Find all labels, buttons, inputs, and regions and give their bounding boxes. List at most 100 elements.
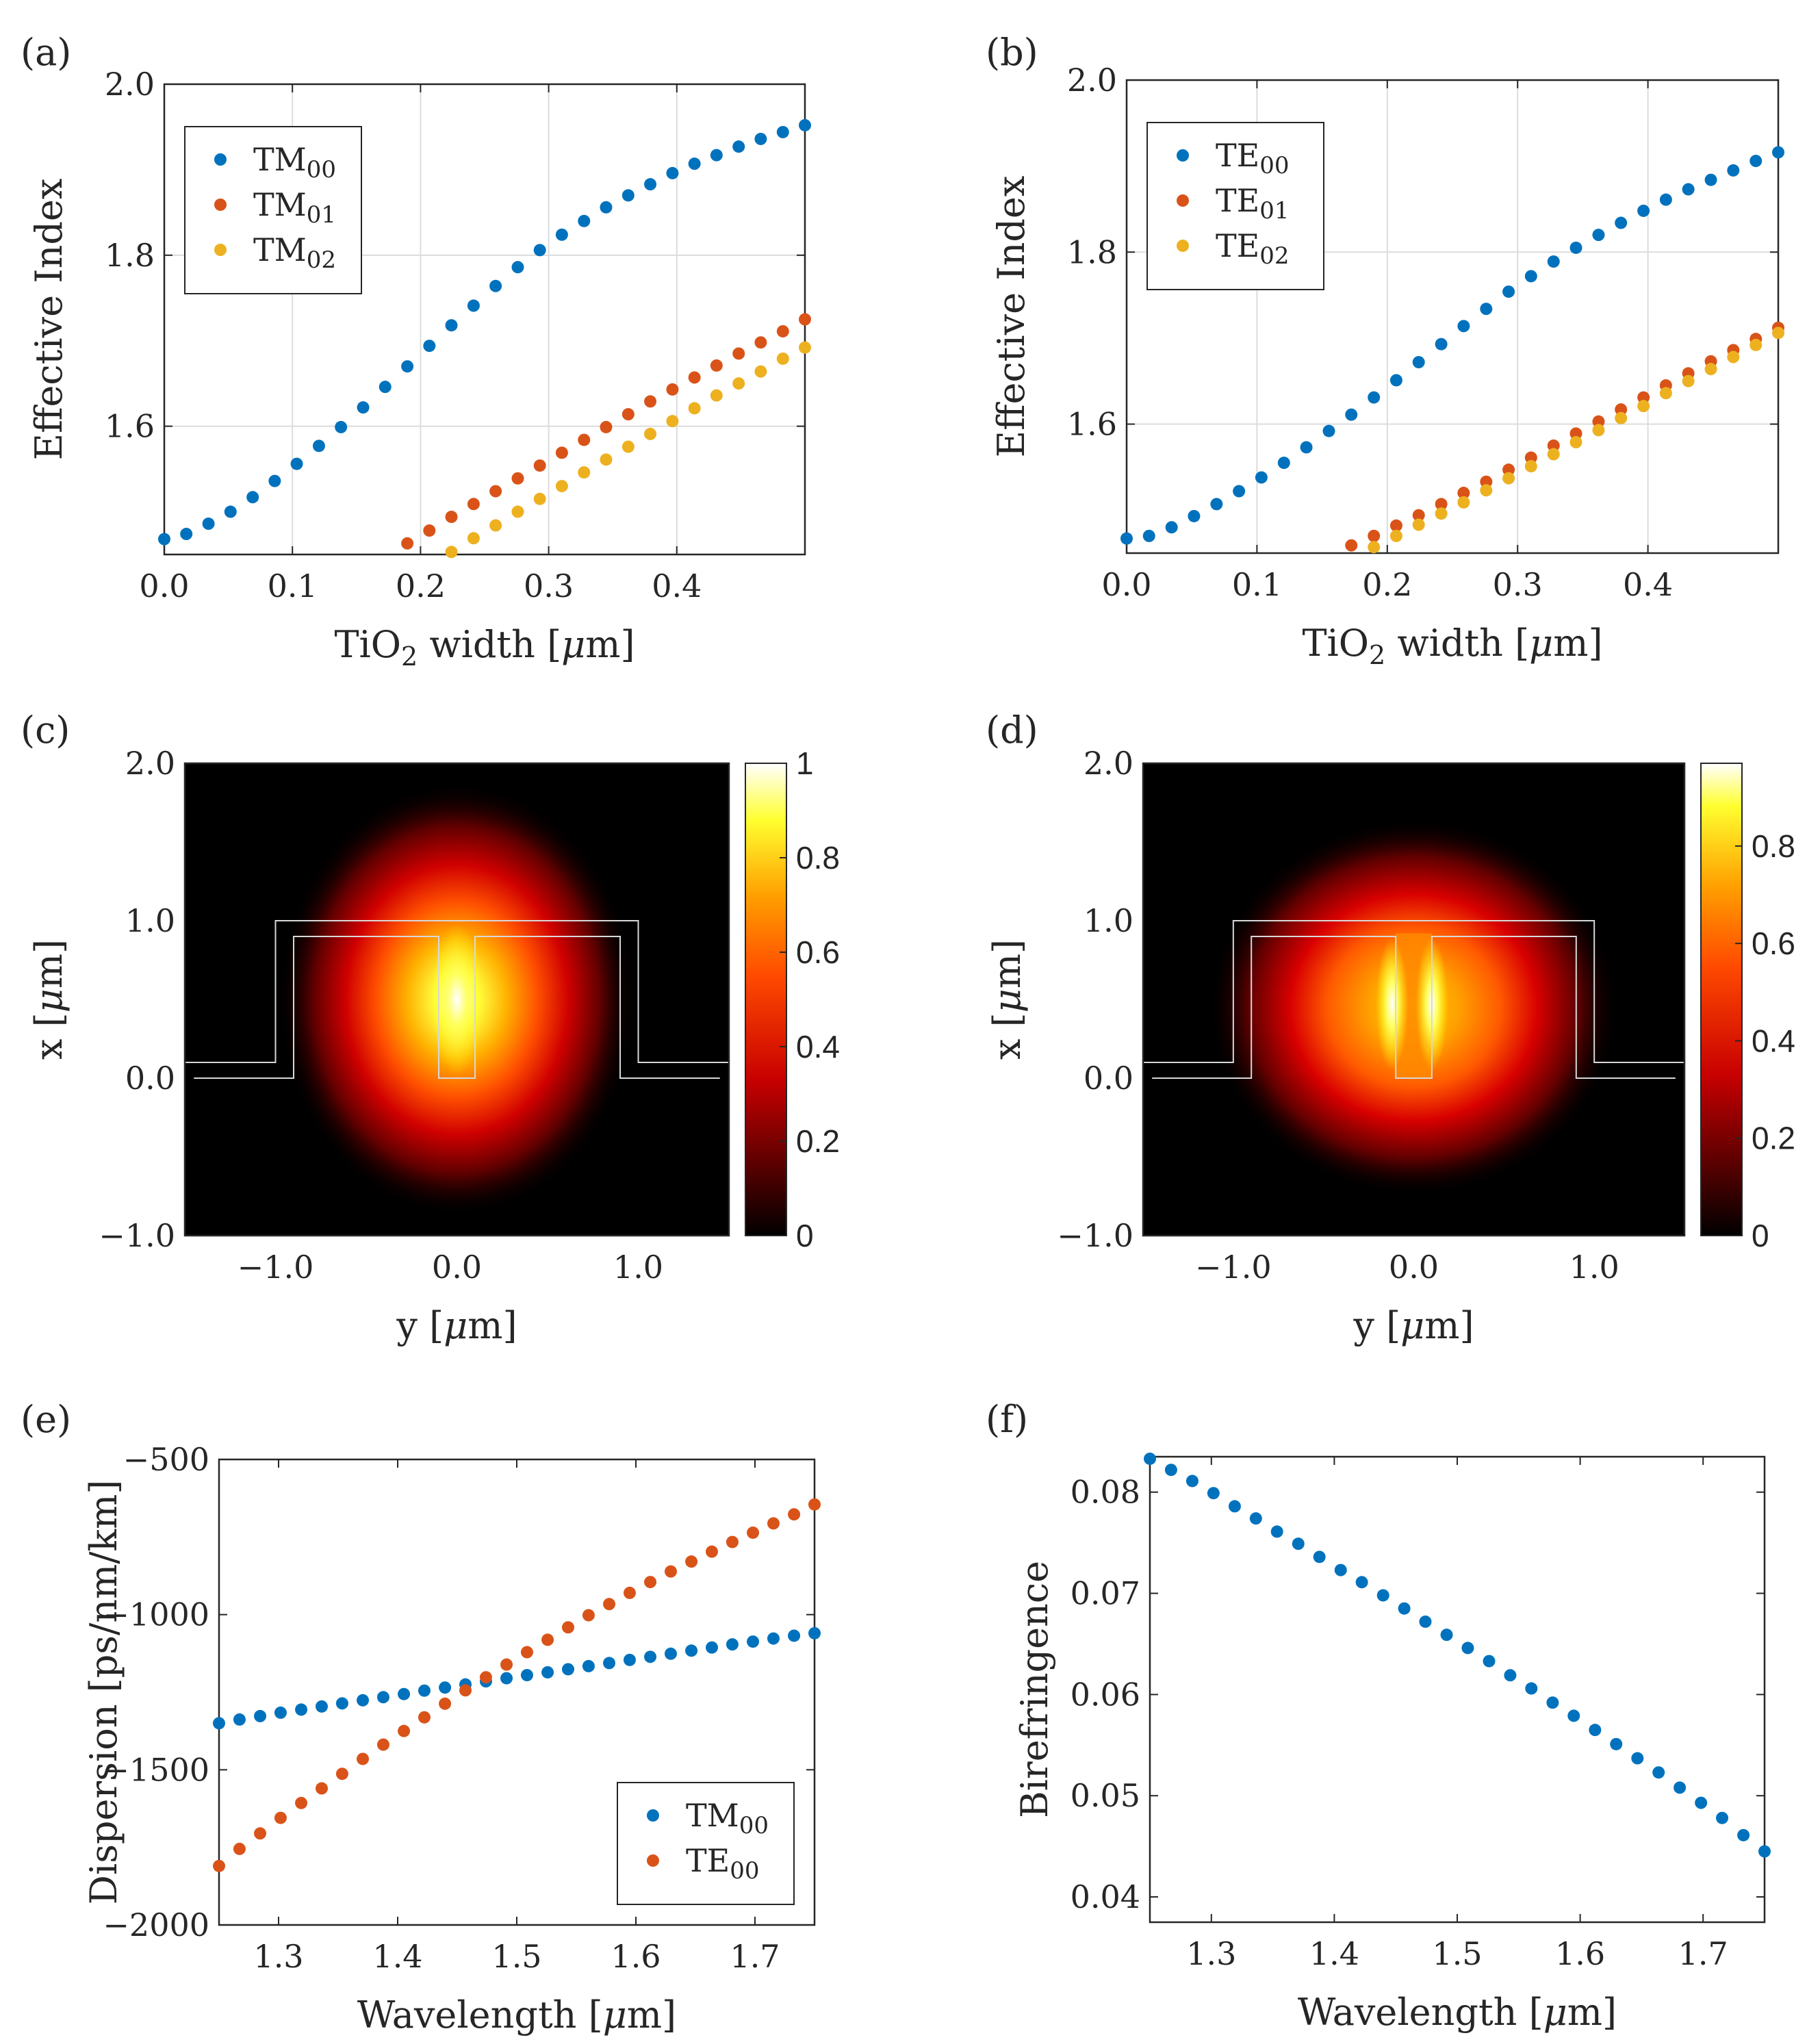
data-point [808,1498,821,1511]
data-point [623,1586,636,1599]
data-point [520,1669,533,1682]
data-point [418,1711,431,1724]
data-point [1716,1811,1729,1824]
data-point [1435,337,1448,350]
label-part: m] [585,623,635,666]
data-point [500,1658,513,1671]
x-tick-label: 0.1 [268,567,318,604]
data-point [666,415,679,428]
panel-label: (c) [21,709,70,752]
y-tick-label: −1.0 [99,1217,175,1254]
data-point [747,1635,760,1648]
x-tick-label: 1.6 [611,1938,661,1975]
x-tick-label: 0.0 [1389,1249,1439,1286]
legend-label-sub: 00 [730,1857,759,1885]
data-point [1592,229,1605,242]
y-tick-label: 0.07 [1071,1575,1140,1612]
data-point [732,347,745,360]
legend-marker [647,1854,659,1867]
data-point [1749,155,1763,168]
label-part: μ [986,988,1029,1012]
legend-marker [1177,149,1189,162]
label-part: m] [1424,1304,1474,1347]
data-point [357,1752,370,1765]
data-point [710,389,723,402]
data-point [1313,1550,1326,1564]
y-tick-label: −500 [123,1441,209,1478]
label-part: Wavelength [ [1298,1991,1543,2034]
x-tick-label: 1.4 [372,1938,422,1975]
data-point [582,1659,595,1672]
data-point [315,1782,328,1795]
y-axis-label: Birefringence [1013,1561,1056,1818]
x-tick-label: 0.3 [524,567,574,604]
data-point [1659,387,1672,400]
data-point [685,1555,698,1568]
legend-label: TM00 [253,141,336,183]
data-point [357,401,370,414]
data-point [1592,415,1605,428]
series-tm00 [158,118,811,546]
data-point [376,1738,389,1751]
cladding-outline [185,920,729,1063]
data-point [767,1632,780,1645]
label-part: Wavelength [ [357,1993,603,2037]
data-point [1435,498,1448,511]
data-point [180,528,193,541]
data-point [1502,285,1515,298]
legend-label-main: TE [1216,182,1259,219]
panel-label: (a) [21,31,71,74]
data-point [726,1535,739,1548]
label-part: μ [27,988,71,1012]
data-point [541,1665,554,1679]
data-point [1389,529,1402,542]
x-tick-label: 1.6 [1555,1935,1605,1972]
data-point [500,1672,513,1685]
cladding-outline [1143,920,1684,1063]
data-point [290,457,303,470]
data-point [1758,1845,1771,1858]
data-point [1457,320,1470,333]
y-tick-label: −1500 [103,1751,209,1788]
data-point [666,166,679,179]
legend-label: TM02 [253,231,336,274]
legend-label-sub: 01 [307,201,336,229]
data-point [1270,1525,1283,1538]
data-point [1345,408,1358,421]
label-part: μ [444,1304,467,1347]
data-point [439,1681,452,1694]
data-point [489,485,502,498]
label-part: m] [1567,1991,1617,2034]
data-point [1502,472,1515,485]
label-part: μ [1400,1304,1424,1347]
panel-a: (a) 0.0 0.1 0.2 0.3 0.4 1.6 1.8 2.0 TiO2 width [μ… [21,31,811,672]
data-point [1727,350,1740,363]
field-lobe-left [1376,938,1409,1071]
data-point [401,537,414,550]
x-tick-label: 1.7 [1678,1935,1728,1972]
y-tick-label: 1.8 [1067,233,1117,270]
panel-b: (b) 0.0 0.1 0.2 0.3 0.4 1.6 1.8 2.0 TiO2 width [μ… [986,31,1784,670]
data-point [644,1650,657,1663]
data-point [1228,1500,1241,1513]
data-point [459,1684,472,1697]
y-tick-label: −2000 [103,1906,209,1943]
legend-marker [214,153,227,166]
y-tick-label: 2.0 [1067,62,1117,99]
colorbar-tick-label: 0.8 [1752,828,1795,864]
x-tick-label: 1.7 [730,1938,780,1975]
data-point [158,533,170,546]
data-point [600,453,613,466]
data-point [1334,1564,1347,1577]
data-point [423,340,436,353]
data-point [1389,374,1402,387]
label-part: m] [986,939,1029,988]
x-tick-label: 0.3 [1493,566,1543,603]
data-point [423,524,436,537]
data-point [621,189,635,202]
data-point [1345,539,1358,552]
data-point [274,1811,287,1824]
data-point [732,377,745,390]
